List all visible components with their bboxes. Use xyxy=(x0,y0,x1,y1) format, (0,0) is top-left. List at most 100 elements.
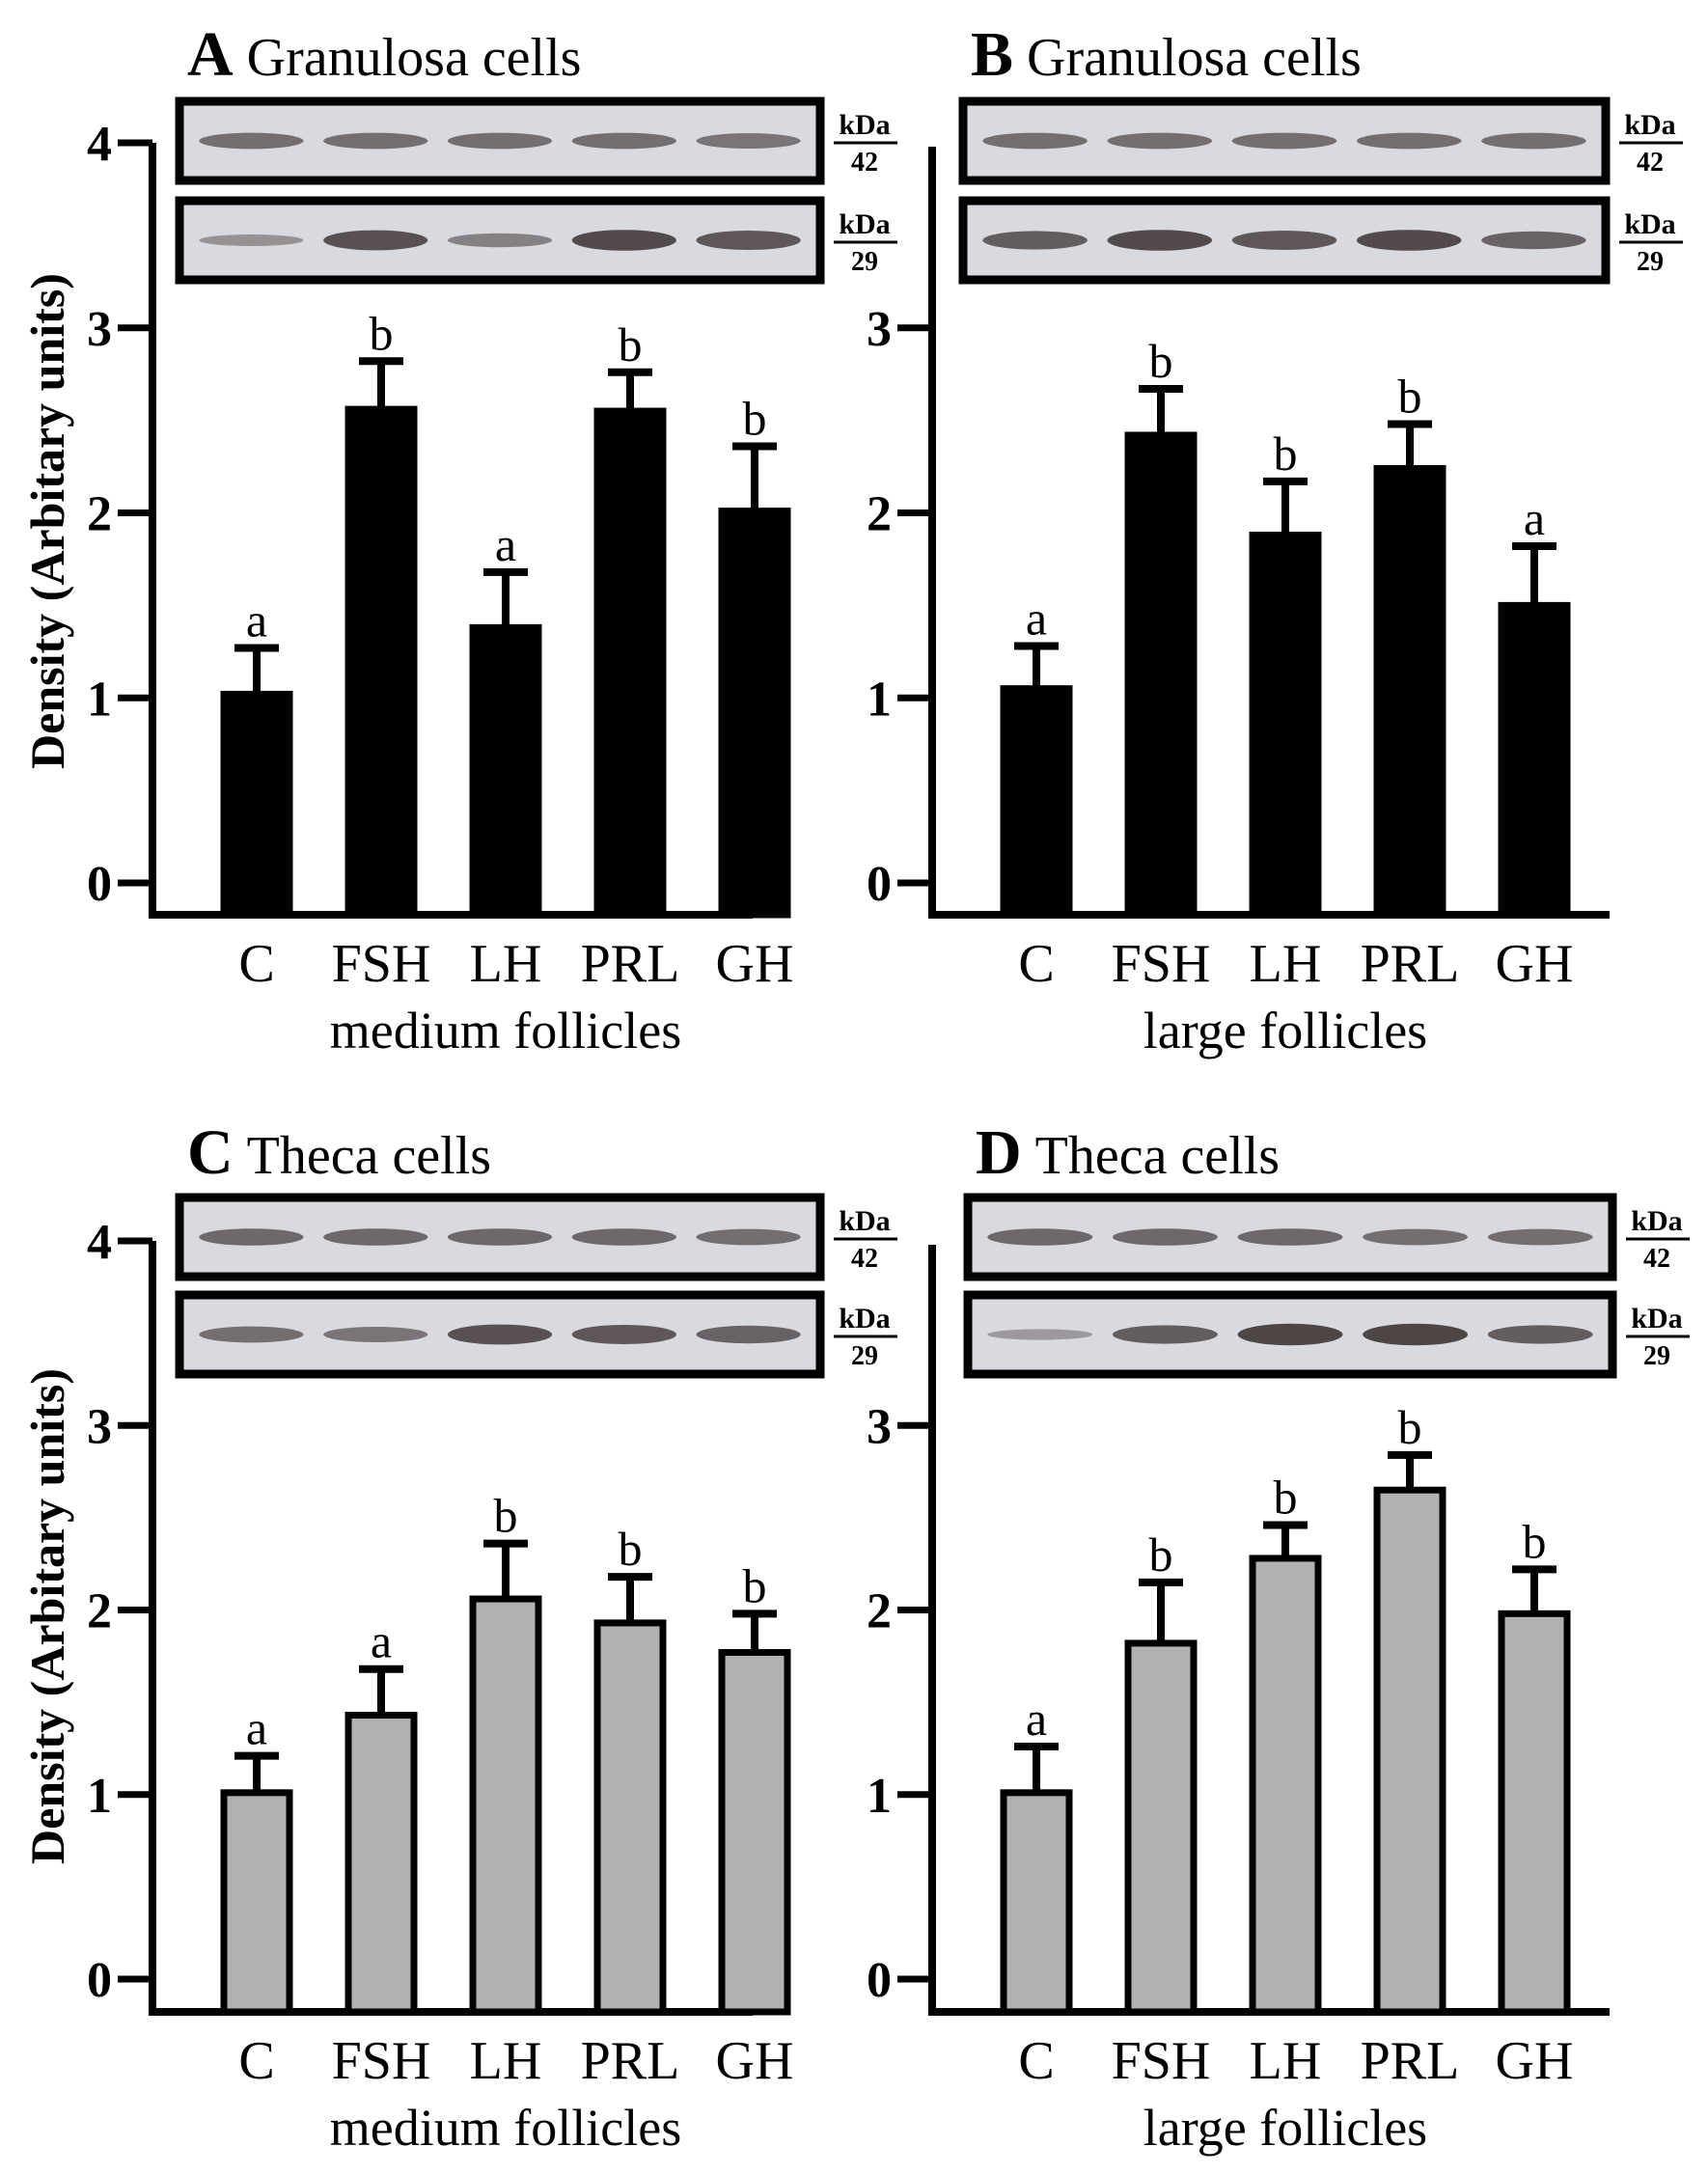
panel-title-text: Theca cells xyxy=(247,1126,491,1186)
blot-lower-band xyxy=(199,1326,304,1343)
blot-upper-band xyxy=(571,132,676,150)
bar-prl xyxy=(593,407,667,919)
blot-lower-band xyxy=(447,1324,553,1345)
panel-a: A Granulosa cells kDa 42 kDa 29 0 1 2 3 4 Density (… xyxy=(20,19,897,1059)
significance-label: b xyxy=(1523,1514,1547,1568)
panel-letter: D xyxy=(976,1117,1022,1188)
y-tick-label: 3 xyxy=(867,1399,892,1454)
x-tick-label: C xyxy=(1018,2031,1054,2091)
significance-label: b xyxy=(1274,427,1298,481)
blot-upper-band xyxy=(447,132,553,150)
blot-upper-band xyxy=(1487,1228,1593,1246)
bar-fsh xyxy=(1124,431,1198,919)
blot-upper: kDa 42 xyxy=(175,1193,897,1281)
y-tick-label: 4 xyxy=(87,1215,112,1270)
marker-weight: 42 xyxy=(1643,1244,1670,1274)
blot-upper-band xyxy=(199,132,304,150)
x-axis-label: medium follicles xyxy=(330,2099,681,2157)
marker-weight: 29 xyxy=(1637,247,1664,277)
blot-lower: kDa 29 xyxy=(175,1290,897,1379)
blot-upper: kDa 42 xyxy=(963,1193,1690,1281)
panel-title: D Theca cells xyxy=(976,1117,1280,1188)
blot-upper-band xyxy=(1237,1228,1343,1246)
x-axis-label: large follicles xyxy=(1143,2099,1427,2157)
panel-b: B Granulosa cells kDa 42 kDa 29 0 1 2 3 a Cb FSH b LH b… xyxy=(867,19,1683,1059)
bar-fsh xyxy=(1124,1639,1198,2016)
bar-lh xyxy=(469,623,542,919)
marker-unit: kDa xyxy=(1631,1205,1682,1237)
significance-label: a xyxy=(1026,592,1047,646)
bar-prl xyxy=(593,1619,667,2016)
significance-label: b xyxy=(619,317,643,372)
marker-unit: kDa xyxy=(839,1303,890,1335)
x-tick-label: PRL xyxy=(581,934,680,994)
significance-label: b xyxy=(743,391,767,445)
x-axis-label: medium follicles xyxy=(330,1002,681,1059)
panel-letter: B xyxy=(971,19,1013,90)
marker-weight: 29 xyxy=(1643,1341,1670,1371)
blot-lower-band xyxy=(696,1325,801,1344)
bar-lh xyxy=(1249,1555,1322,2016)
blot-lower-band xyxy=(1231,231,1337,250)
significance-label: a xyxy=(1524,491,1545,545)
y-tick-label: 1 xyxy=(87,1769,112,1824)
y-tick-label: 0 xyxy=(87,857,112,912)
blot-lower: kDa 29 xyxy=(963,1290,1690,1379)
marker-unit: kDa xyxy=(839,1205,890,1237)
y-tick-label: 2 xyxy=(867,1584,892,1639)
panel-d: D Theca cells kDa 42 kDa 29 0 1 2 3 a Cb FSH b LH b PRL b… xyxy=(867,1117,1690,2157)
x-tick-label: C xyxy=(1018,934,1054,994)
blot-upper-band xyxy=(571,1228,676,1246)
y-tick-label: 3 xyxy=(87,1399,112,1454)
x-tick-label: C xyxy=(238,2031,274,2091)
blot-upper-band xyxy=(987,1228,1093,1246)
y-tick-label: 2 xyxy=(867,487,892,542)
y-tick-label: 0 xyxy=(867,1953,892,2008)
significance-label: b xyxy=(1149,334,1173,388)
blot-upper-band xyxy=(1112,1228,1218,1246)
blot-upper: kDa 42 xyxy=(958,96,1683,185)
blot-lower-band xyxy=(199,234,304,246)
blot-upper-band xyxy=(1107,132,1213,150)
significance-label: a xyxy=(246,1701,267,1755)
x-axis-label: large follicles xyxy=(1143,1002,1427,1059)
panel-title: C Theca cells xyxy=(187,1117,491,1188)
y-tick-label: 2 xyxy=(87,487,112,542)
blot-lower-band xyxy=(323,230,428,251)
blot-lower-band xyxy=(1487,1325,1593,1344)
significance-label: b xyxy=(370,306,394,360)
marker-weight: 42 xyxy=(1637,148,1664,178)
blot-lower: kDa 29 xyxy=(958,196,1683,285)
significance-label: b xyxy=(1398,1400,1422,1454)
y-tick-label: 0 xyxy=(867,857,892,912)
blot-upper-band xyxy=(696,1228,801,1246)
bar-lh xyxy=(1249,532,1322,919)
significance-label: a xyxy=(246,592,267,647)
x-tick-label: PRL xyxy=(1361,2031,1460,2091)
y-tick-label: 1 xyxy=(867,672,892,727)
significance-label: b xyxy=(619,1522,643,1576)
x-tick-label: C xyxy=(238,934,274,994)
y-axis-label: Density (Arbitary units) xyxy=(20,273,74,769)
x-tick-label: FSH xyxy=(1112,934,1211,994)
bar-lh xyxy=(469,1595,542,2016)
bar-gh xyxy=(1498,601,1571,919)
blot-upper-band xyxy=(199,1228,304,1246)
blot-upper-band xyxy=(982,132,1088,150)
y-tick-label: 2 xyxy=(87,1584,112,1639)
marker-weight: 42 xyxy=(851,148,878,178)
x-tick-label: LH xyxy=(470,934,542,994)
significance-label: b xyxy=(1398,369,1422,423)
bar-prl xyxy=(1373,464,1446,919)
blot-lower-band xyxy=(571,230,676,251)
marker-weight: 29 xyxy=(851,247,878,277)
bar-gh xyxy=(1498,1610,1571,2016)
x-tick-label: PRL xyxy=(581,2031,680,2091)
blot-upper-band xyxy=(1231,132,1337,150)
blot-lower-band xyxy=(1112,1325,1218,1344)
blot-upper-band xyxy=(447,1228,553,1246)
y-tick-label: 3 xyxy=(867,302,892,357)
x-tick-label: LH xyxy=(470,2031,542,2091)
bar-c xyxy=(1000,685,1073,919)
